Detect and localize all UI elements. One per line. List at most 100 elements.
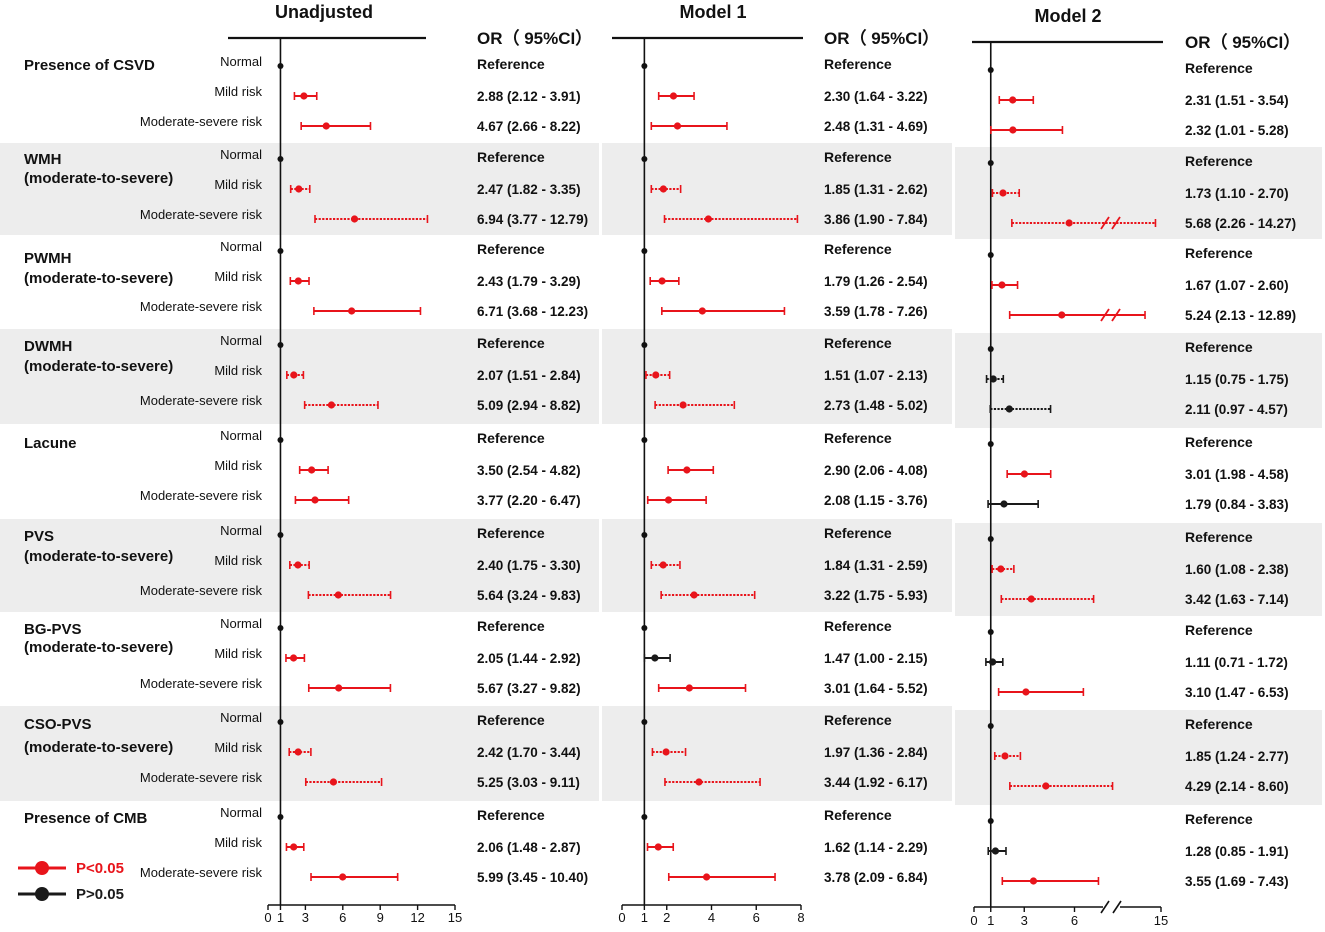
reference-point-1-3 <box>641 342 648 348</box>
reference-label-1-0: Reference <box>824 56 892 72</box>
or-header-2: OR（ 95%CI） <box>1185 32 1300 52</box>
or-value-2-0-1: 2.32 (1.01 - 5.28) <box>1185 123 1289 138</box>
reference-label-0-8: Reference <box>477 807 545 823</box>
reference-point-0-0 <box>277 63 284 69</box>
point-1-0-0 <box>669 92 678 100</box>
x-tick-label-1-3: 4 <box>708 910 715 925</box>
point-0-3-1 <box>327 401 336 409</box>
x-tick-label-2-2: 3 <box>1021 913 1028 928</box>
reference-label-2-6: Reference <box>1185 622 1253 638</box>
reference-point-1-8 <box>641 814 648 820</box>
point-1-8-0 <box>654 843 662 851</box>
or-value-0-7-1: 5.25 (3.03 - 9.11) <box>477 775 580 790</box>
or-value-0-5-0: 2.40 (1.75 - 3.30) <box>477 558 581 573</box>
level-label-6-1: Mild risk <box>214 646 262 661</box>
point-2-1-0 <box>999 189 1007 197</box>
group-label-4: Lacune <box>24 435 77 452</box>
reference-point-2-1 <box>987 160 994 166</box>
group-label-7: CSO-PVS <box>24 716 92 733</box>
reference-label-1-1: Reference <box>824 149 892 165</box>
point-2-2-1 <box>1058 311 1066 319</box>
point-1-6-0 <box>651 654 659 662</box>
point-0-7-0 <box>294 748 302 756</box>
reference-label-0-0: Reference <box>477 56 545 72</box>
group-shade-3-2 <box>955 333 1322 428</box>
level-label-0-1: Mild risk <box>214 84 262 99</box>
or-value-0-5-1: 5.64 (3.24 - 9.83) <box>477 588 581 603</box>
level-label-4-0: Normal <box>220 428 262 443</box>
reference-point-0-6 <box>277 625 284 631</box>
x-tick-label-0-3: 6 <box>339 910 346 925</box>
level-label-8-1: Mild risk <box>214 835 262 850</box>
point-2-7-0 <box>1001 752 1009 760</box>
or-value-1-2-1: 3.59 (1.78 - 7.26) <box>824 304 928 319</box>
point-0-5-1 <box>334 591 342 599</box>
x-tick-label-0-5: 12 <box>410 910 424 925</box>
group-label-1: WMH <box>24 151 62 168</box>
point-2-8-0 <box>991 847 1000 855</box>
reference-label-0-5: Reference <box>477 525 545 541</box>
point-2-0-1 <box>1009 126 1017 134</box>
level-label-0-2: Moderate-severe risk <box>140 114 263 129</box>
point-1-2-1 <box>698 307 706 315</box>
reference-point-0-1 <box>277 156 284 162</box>
level-label-6-2: Moderate-severe risk <box>140 676 263 691</box>
ci-break-b-2-2-1 <box>1111 308 1121 322</box>
x-tick-label-0-6: 15 <box>448 910 462 925</box>
or-value-2-6-1: 3.10 (1.47 - 6.53) <box>1185 685 1289 700</box>
or-value-2-4-1: 1.79 (0.84 - 3.83) <box>1185 497 1289 512</box>
or-value-1-6-0: 1.47 (1.00 - 2.15) <box>824 651 928 666</box>
or-value-0-7-0: 2.42 (1.70 - 3.44) <box>477 745 581 760</box>
group-shade-7-1 <box>602 706 952 801</box>
panel-title-2: Model 2 <box>1034 6 1101 26</box>
ci-break-b-2-1-1 <box>1111 216 1121 230</box>
level-label-7-2: Moderate-severe risk <box>140 770 263 785</box>
point-2-1-1 <box>1065 219 1073 227</box>
or-value-0-2-0: 2.43 (1.79 - 3.29) <box>477 274 581 289</box>
reference-label-2-1: Reference <box>1185 153 1253 169</box>
level-label-5-1: Mild risk <box>214 553 262 568</box>
reference-label-0-3: Reference <box>477 335 545 351</box>
x-tick-label-1-2: 2 <box>663 910 670 925</box>
point-2-7-1 <box>1042 782 1050 790</box>
or-value-1-7-1: 3.44 (1.92 - 6.17) <box>824 775 928 790</box>
or-value-2-7-1: 4.29 (2.14 - 8.60) <box>1185 779 1289 794</box>
x-tick-label-2-1: 1 <box>987 913 994 928</box>
reference-label-1-5: Reference <box>824 525 892 541</box>
or-value-1-3-1: 2.73 (1.48 - 5.02) <box>824 398 928 413</box>
point-1-2-0 <box>658 277 666 285</box>
point-1-4-1 <box>664 496 673 504</box>
or-value-2-5-1: 3.42 (1.63 - 7.14) <box>1185 592 1289 607</box>
reference-label-0-6: Reference <box>477 618 545 634</box>
or-value-0-2-1: 6.71 (3.68 - 12.23) <box>477 304 588 319</box>
ci-break-a-2-2-1 <box>1100 308 1110 322</box>
level-label-1-1: Mild risk <box>214 177 262 192</box>
or-value-2-3-1: 2.11 (0.97 - 4.57) <box>1185 402 1288 417</box>
point-0-4-0 <box>308 466 316 474</box>
point-2-0-0 <box>1009 96 1017 104</box>
point-1-5-1 <box>690 591 698 599</box>
group-label-sub-5: (moderate-to-severe) <box>24 548 173 565</box>
point-1-5-0 <box>659 561 667 569</box>
level-label-2-1: Mild risk <box>214 269 262 284</box>
or-value-2-4-0: 3.01 (1.98 - 4.58) <box>1185 467 1289 482</box>
or-value-1-8-0: 1.62 (1.14 - 2.29) <box>824 840 928 855</box>
reference-point-2-3 <box>987 346 994 352</box>
reference-point-0-8 <box>277 814 284 820</box>
group-label-8: Presence of CMB <box>24 810 148 827</box>
reference-point-2-8 <box>987 818 994 824</box>
reference-point-1-7 <box>641 719 648 725</box>
or-header-1: OR（ 95%CI） <box>824 28 939 48</box>
x-tick-label-1-4: 6 <box>753 910 760 925</box>
reference-label-2-8: Reference <box>1185 811 1253 827</box>
group-shade-3-1 <box>602 329 952 424</box>
or-value-1-0-1: 2.48 (1.31 - 4.69) <box>824 119 928 134</box>
point-0-5-0 <box>294 561 302 569</box>
or-value-2-1-1: 5.68 (2.26 - 14.27) <box>1185 216 1296 231</box>
or-value-2-1-0: 1.73 (1.10 - 2.70) <box>1185 186 1289 201</box>
reference-label-2-2: Reference <box>1185 245 1253 261</box>
reference-label-2-7: Reference <box>1185 716 1253 732</box>
or-header-0: OR（ 95%CI） <box>477 28 592 48</box>
or-value-0-6-0: 2.05 (1.44 - 2.92) <box>477 651 581 666</box>
point-1-8-1 <box>702 873 711 881</box>
